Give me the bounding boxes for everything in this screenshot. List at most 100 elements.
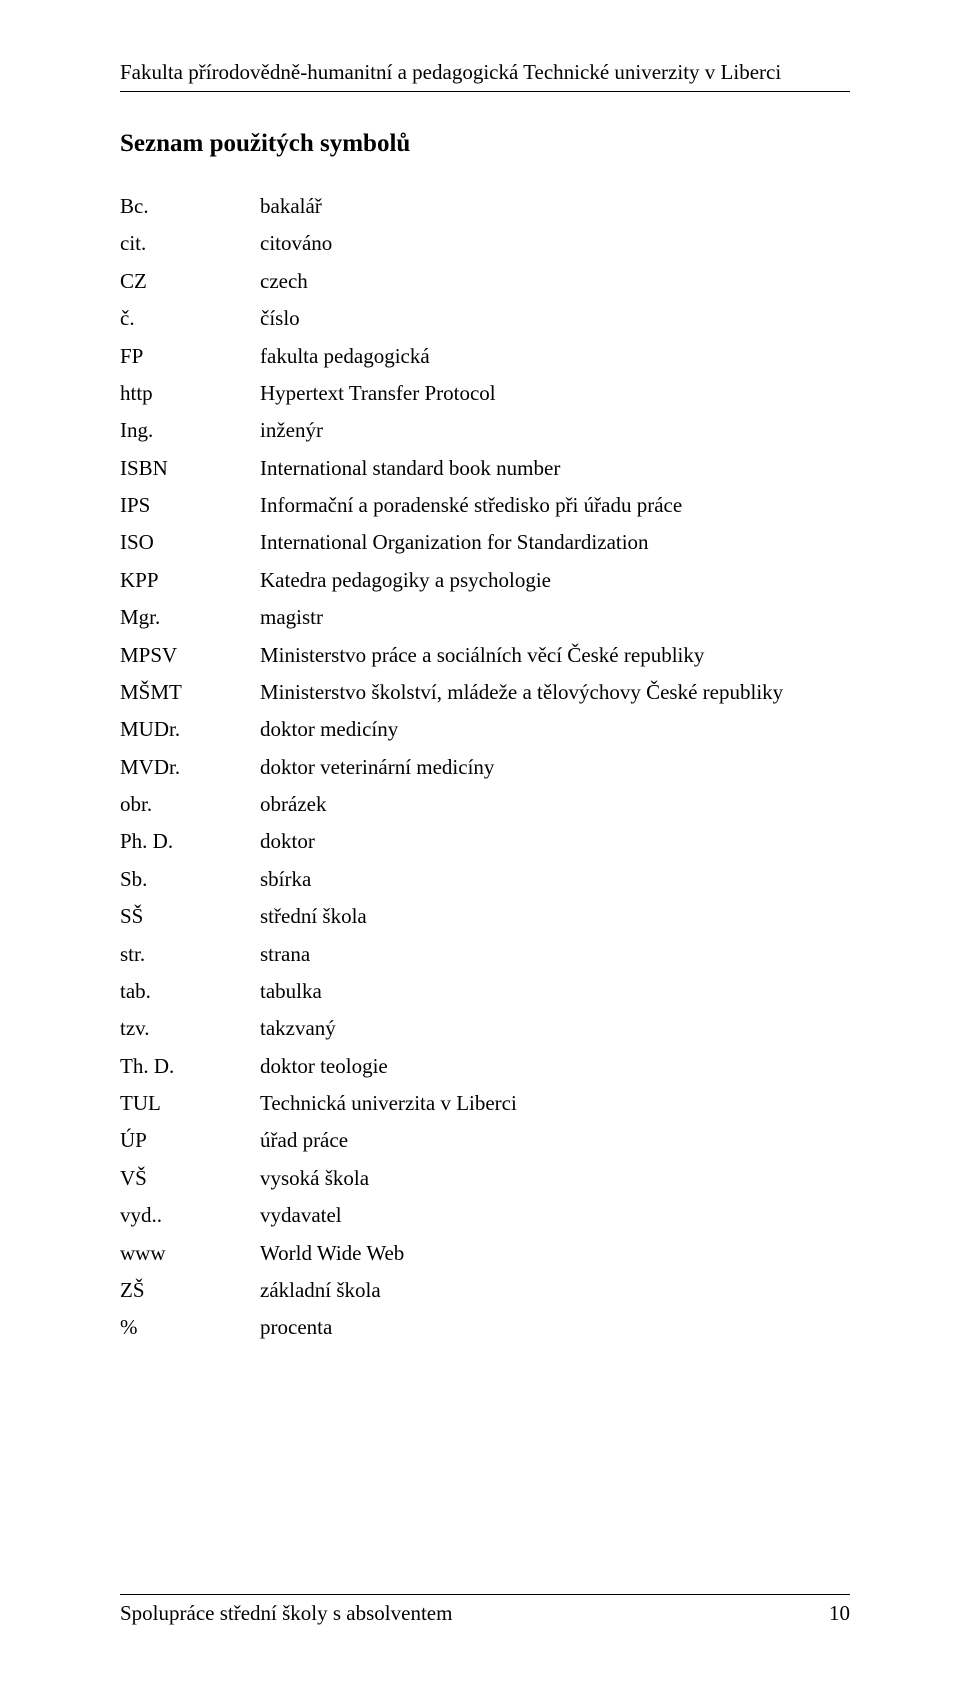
symbol-definition: Ministerstvo práce a sociálních věcí Čes… [260, 637, 850, 674]
symbol-row: tzv.takzvaný [120, 1010, 850, 1047]
symbol-list: Bc.bakalářcit.citovánoCZczechč.čísloFPfa… [120, 188, 850, 1347]
symbol-row: IPSInformační a poradenské středisko při… [120, 487, 850, 524]
symbol-abbr: MUDr. [120, 711, 260, 748]
symbol-definition: inženýr [260, 412, 850, 449]
symbol-abbr: TUL [120, 1085, 260, 1122]
page-number: 10 [829, 1601, 850, 1626]
symbol-abbr: SŠ [120, 898, 260, 935]
symbol-definition: doktor medicíny [260, 711, 850, 748]
symbol-row: KPPKatedra pedagogiky a psychologie [120, 562, 850, 599]
symbol-abbr: www [120, 1235, 260, 1272]
symbol-definition: sbírka [260, 861, 850, 898]
symbol-definition: tabulka [260, 973, 850, 1010]
symbol-definition: citováno [260, 225, 850, 262]
symbol-abbr: MPSV [120, 637, 260, 674]
symbol-abbr: KPP [120, 562, 260, 599]
symbol-abbr: Sb. [120, 861, 260, 898]
symbol-row: Mgr.magistr [120, 599, 850, 636]
symbol-abbr: vyd.. [120, 1197, 260, 1234]
symbol-row: MUDr.doktor medicíny [120, 711, 850, 748]
symbol-row: CZczech [120, 263, 850, 300]
symbol-abbr: ZŠ [120, 1272, 260, 1309]
symbol-abbr: VŠ [120, 1160, 260, 1197]
symbol-row: č.číslo [120, 300, 850, 337]
symbol-definition: procenta [260, 1309, 850, 1346]
symbol-abbr: obr. [120, 786, 260, 823]
symbol-abbr: ÚP [120, 1122, 260, 1159]
symbol-definition: doktor veterinární medicíny [260, 749, 850, 786]
symbol-row: ISBNInternational standard book number [120, 450, 850, 487]
symbol-row: FPfakulta pedagogická [120, 338, 850, 375]
symbol-definition: obrázek [260, 786, 850, 823]
symbol-abbr: Mgr. [120, 599, 260, 636]
running-header: Fakulta přírodovědně-humanitní a pedagog… [120, 60, 850, 92]
symbol-row: %procenta [120, 1309, 850, 1346]
symbol-abbr: Bc. [120, 188, 260, 225]
symbol-definition: czech [260, 263, 850, 300]
symbol-row: ISOInternational Organization for Standa… [120, 524, 850, 561]
symbol-row: httpHypertext Transfer Protocol [120, 375, 850, 412]
symbol-abbr: IPS [120, 487, 260, 524]
symbol-definition: magistr [260, 599, 850, 636]
symbol-row: ZŠzákladní škola [120, 1272, 850, 1309]
symbol-row: str.strana [120, 936, 850, 973]
symbol-abbr: MŠMT [120, 674, 260, 711]
symbol-abbr: str. [120, 936, 260, 973]
symbol-abbr: http [120, 375, 260, 412]
symbol-abbr: Ing. [120, 412, 260, 449]
symbol-definition: Technická univerzita v Liberci [260, 1085, 850, 1122]
symbol-abbr: č. [120, 300, 260, 337]
symbol-definition: doktor teologie [260, 1048, 850, 1085]
symbol-abbr: FP [120, 338, 260, 375]
symbol-definition: fakulta pedagogická [260, 338, 850, 375]
symbol-definition: střední škola [260, 898, 850, 935]
symbol-abbr: CZ [120, 263, 260, 300]
symbol-abbr: Th. D. [120, 1048, 260, 1085]
symbol-row: MVDr.doktor veterinární medicíny [120, 749, 850, 786]
symbol-row: ÚPúřad práce [120, 1122, 850, 1159]
symbol-row: Ing.inženýr [120, 412, 850, 449]
symbol-definition: základní škola [260, 1272, 850, 1309]
symbol-row: Bc.bakalář [120, 188, 850, 225]
symbol-row: wwwWorld Wide Web [120, 1235, 850, 1272]
section-title: Seznam použitých symbolů [120, 130, 850, 158]
symbol-definition: International standard book number [260, 450, 850, 487]
symbol-abbr: MVDr. [120, 749, 260, 786]
symbol-row: tab.tabulka [120, 973, 850, 1010]
symbol-definition: úřad práce [260, 1122, 850, 1159]
symbol-definition: vydavatel [260, 1197, 850, 1234]
symbol-definition: vysoká škola [260, 1160, 850, 1197]
symbol-row: Sb.sbírka [120, 861, 850, 898]
symbol-definition: Ministerstvo školství, mládeže a tělovýc… [260, 674, 850, 711]
symbol-row: Th. D.doktor teologie [120, 1048, 850, 1085]
symbol-row: SŠstřední škola [120, 898, 850, 935]
symbol-definition: Hypertext Transfer Protocol [260, 375, 850, 412]
symbol-abbr: cit. [120, 225, 260, 262]
symbol-row: VŠvysoká škola [120, 1160, 850, 1197]
symbol-definition: doktor [260, 823, 850, 860]
symbol-abbr: ISO [120, 524, 260, 561]
footer: Spolupráce střední školy s absolventem 1… [120, 1594, 850, 1626]
symbol-row: MPSVMinisterstvo práce a sociálních věcí… [120, 637, 850, 674]
symbol-abbr: ISBN [120, 450, 260, 487]
page: Fakulta přírodovědně-humanitní a pedagog… [0, 0, 960, 1684]
symbol-definition: International Organization for Standardi… [260, 524, 850, 561]
symbol-abbr: tzv. [120, 1010, 260, 1047]
symbol-abbr: tab. [120, 973, 260, 1010]
symbol-definition: číslo [260, 300, 850, 337]
symbol-definition: takzvaný [260, 1010, 850, 1047]
symbol-abbr: % [120, 1309, 260, 1346]
symbol-row: MŠMTMinisterstvo školství, mládeže a těl… [120, 674, 850, 711]
symbol-row: vyd..vydavatel [120, 1197, 850, 1234]
symbol-definition: bakalář [260, 188, 850, 225]
footer-text: Spolupráce střední školy s absolventem [120, 1601, 452, 1626]
symbol-definition: World Wide Web [260, 1235, 850, 1272]
symbol-definition: Informační a poradenské středisko při úř… [260, 487, 850, 524]
symbol-row: cit.citováno [120, 225, 850, 262]
symbol-row: obr.obrázek [120, 786, 850, 823]
symbol-definition: Katedra pedagogiky a psychologie [260, 562, 850, 599]
symbol-row: TULTechnická univerzita v Liberci [120, 1085, 850, 1122]
symbol-definition: strana [260, 936, 850, 973]
symbol-abbr: Ph. D. [120, 823, 260, 860]
symbol-row: Ph. D.doktor [120, 823, 850, 860]
